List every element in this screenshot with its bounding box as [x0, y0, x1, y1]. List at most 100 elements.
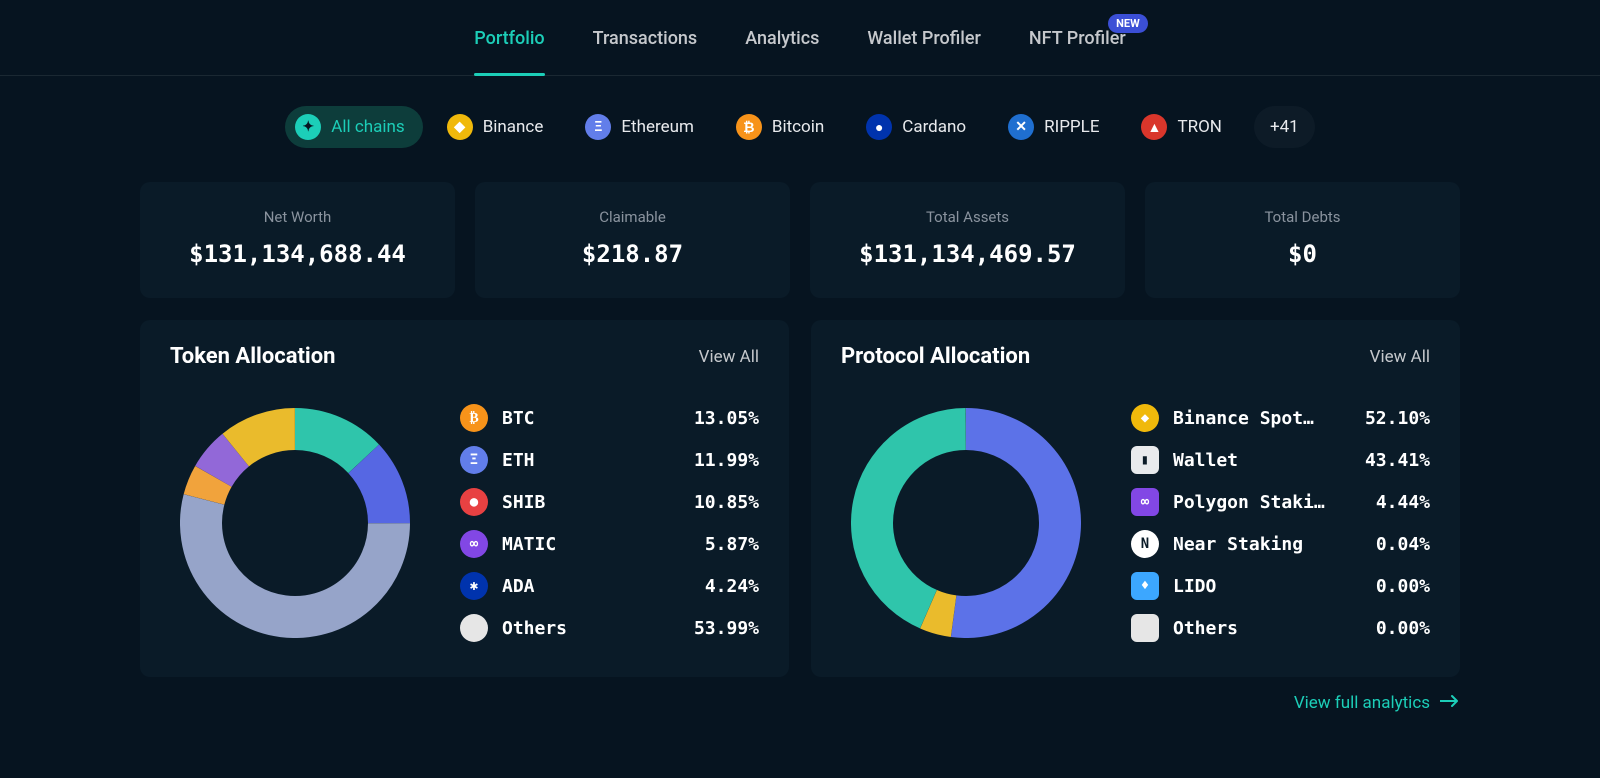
protocol-legend-row[interactable]: ♦ LIDO 0.00% [1131, 565, 1430, 607]
protocol-legend-row[interactable]: Others 0.00% [1131, 607, 1430, 649]
nav-tab-nft-profiler[interactable]: NFT ProfilerNEW [1029, 28, 1126, 75]
chain-pill-all-chains[interactable]: ✦ All chains [285, 106, 422, 148]
legend-label: Binance Spot… [1173, 408, 1336, 429]
ada-icon: ✱ [460, 572, 488, 600]
donut-slice-polygon-staking [929, 609, 954, 616]
protocol-legend-row[interactable]: ▮ Wallet 43.41% [1131, 439, 1430, 481]
footer: View full analytics [0, 677, 1600, 713]
polygon-staki--icon: ∞ [1131, 488, 1159, 516]
stat-label: Net Worth [160, 208, 435, 226]
donut-slice-binance-spot [954, 429, 1060, 617]
chain-pill-cardano[interactable]: ●Cardano [856, 106, 984, 148]
legend-pct: 4.24% [679, 576, 759, 597]
shib-icon: ● [460, 488, 488, 516]
donut-slice-shib [236, 429, 295, 450]
arrow-right-icon [1440, 693, 1460, 713]
near-staking-icon: N [1131, 530, 1159, 558]
token-legend-row[interactable]: ●SHIB10.85% [460, 481, 759, 523]
legend-label: Others [1173, 618, 1336, 639]
legend-label: BTC [502, 408, 665, 429]
donut-slice-eth [364, 459, 389, 523]
chain-label: RIPPLE [1044, 117, 1099, 137]
stat-value: $131,134,469.57 [830, 240, 1105, 268]
wallet-icon: ▮ [1131, 446, 1159, 474]
legend-pct: 52.10% [1350, 408, 1430, 429]
nav-tab-analytics[interactable]: Analytics [745, 28, 819, 75]
stat-card-claimable: Claimable$218.87 [475, 182, 790, 298]
legend-pct: 43.41% [1350, 450, 1430, 471]
protocol-allocation-legend: ◆ Binance Spot… 52.10% ▮ Wallet 43.41% ∞ Polygo… [1131, 397, 1430, 649]
binance-spot--icon: ◆ [1131, 404, 1159, 432]
matic-icon: ∞ [460, 530, 488, 558]
others-icon [460, 614, 488, 642]
stat-card-net-worth: Net Worth $131,134,688.44 [140, 182, 455, 298]
lido-icon: ♦ [1131, 572, 1159, 600]
view-full-analytics-link[interactable]: View full analytics [1294, 693, 1460, 713]
chain-pill-ethereum[interactable]: Ξ Ethereum [575, 106, 712, 148]
token-legend-row[interactable]: Ξ ETH 11.99% [460, 439, 759, 481]
legend-pct: 0.00% [1350, 618, 1430, 639]
protocol-allocation-view-all[interactable]: View All [1370, 347, 1430, 367]
token-allocation-view-all[interactable]: View All [699, 347, 759, 367]
token-allocation-title: Token Allocation [170, 344, 336, 369]
nav-tabs: Portfolio Transactions Analytics Wallet Pro… [0, 0, 1600, 76]
legend-pct: 11.99% [679, 450, 759, 471]
all-chains-icon: ✦ [295, 114, 321, 140]
ethereum-icon: Ξ [585, 114, 611, 140]
chain-filter: ✦ All chains ◆ Binance Ξ Ethereum ₿ Bitcoin ●Car… [0, 76, 1600, 182]
chain-label: All chains [331, 117, 404, 137]
token-legend-row[interactable]: Others53.99% [460, 607, 759, 649]
legend-pct: 4.44% [1350, 492, 1430, 513]
legend-pct: 5.87% [679, 534, 759, 555]
donut-slice-ada [204, 476, 213, 499]
stats-row: Net Worth $131,134,688.44 Claimable$218.87… [140, 182, 1460, 298]
allocation-row: Token Allocation View All ₿BTC13.05% Ξ ETH… [140, 320, 1460, 677]
donut-slice-btc [295, 429, 364, 459]
protocol-allocation-donut [841, 408, 1091, 638]
ripple-icon: ✕ [1008, 114, 1034, 140]
donut-slice-wallet [872, 429, 966, 609]
badge-new: NEW [1108, 14, 1148, 33]
stat-card-total-debts: Total Debts$0 [1145, 182, 1460, 298]
chain-label: Ethereum [621, 117, 694, 137]
legend-pct: 53.99% [679, 618, 759, 639]
token-legend-row[interactable]: ∞ MATIC 5.87% [460, 523, 759, 565]
legend-label: LIDO [1173, 576, 1336, 597]
legend-label: ETH [502, 450, 665, 471]
nav-tab-portfolio[interactable]: Portfolio [474, 28, 544, 75]
protocol-allocation-title: Protocol Allocation [841, 344, 1030, 369]
protocol-legend-row[interactable]: ◆ Binance Spot… 52.10% [1131, 397, 1430, 439]
token-legend-row[interactable]: ✱ADA4.24% [460, 565, 759, 607]
stat-value: $131,134,688.44 [160, 240, 435, 268]
legend-label: Polygon Staki… [1173, 492, 1336, 513]
token-allocation-card: Token Allocation View All ₿BTC13.05% Ξ ETH… [140, 320, 789, 677]
chain-pill-ripple[interactable]: ✕ RIPPLE [998, 106, 1117, 148]
protocol-legend-row[interactable]: ∞ Polygon Staki… 4.44% [1131, 481, 1430, 523]
legend-pct: 0.00% [1350, 576, 1430, 597]
bitcoin-icon: ₿ [736, 114, 762, 140]
protocol-allocation-card: Protocol Allocation View All ◆ Binance Sp… [811, 320, 1460, 677]
protocol-legend-row[interactable]: N Near Staking 0.04% [1131, 523, 1430, 565]
legend-label: SHIB [502, 492, 665, 513]
token-allocation-legend: ₿BTC13.05%ΞETH11.99%●SHIB10.85%∞MATIC5.8… [460, 397, 759, 649]
chain-pill-binance[interactable]: ◆ Binance [437, 106, 562, 148]
nav-tab-transactions[interactable]: Transactions [593, 28, 698, 75]
eth-icon: Ξ [460, 446, 488, 474]
stat-label: Total Debts [1165, 208, 1440, 226]
legend-label: Near Staking [1173, 534, 1336, 555]
chain-label: TRON [1177, 117, 1221, 137]
token-legend-row[interactable]: ₿BTC13.05% [460, 397, 759, 439]
legend-pct: 0.04% [1350, 534, 1430, 555]
chain-pill-more[interactable]: +41 [1254, 106, 1315, 148]
nav-tab-wallet-profiler[interactable]: Wallet Profiler [867, 28, 981, 75]
legend-label: MATIC [502, 534, 665, 555]
others-icon [1131, 614, 1159, 642]
chain-pill-bitcoin[interactable]: ₿ Bitcoin [726, 106, 842, 148]
chain-pill-tron[interactable]: ▲TRON [1131, 106, 1239, 148]
token-allocation-donut [170, 408, 420, 638]
legend-label: Wallet [1173, 450, 1336, 471]
stat-label: Claimable [495, 208, 770, 226]
chain-label: Bitcoin [772, 117, 824, 137]
chain-label: Binance [483, 117, 544, 137]
binance-icon: ◆ [447, 114, 473, 140]
